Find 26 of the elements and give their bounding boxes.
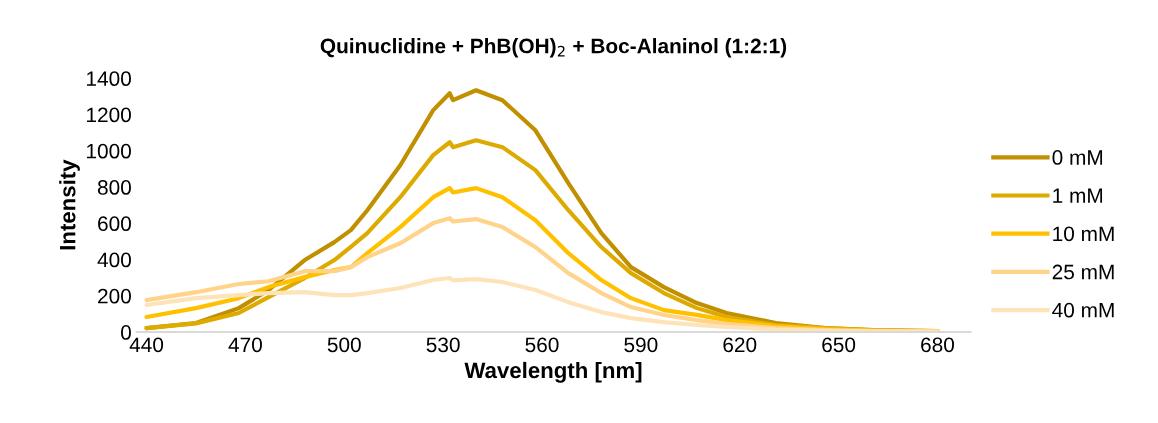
legend-label: 25 mM bbox=[1052, 264, 1114, 280]
y-axis-title: Intensity bbox=[59, 159, 80, 250]
y-tick-label: 200 bbox=[98, 288, 131, 304]
y-tick-label: 1000 bbox=[87, 143, 131, 159]
y-tick-label: 800 bbox=[97, 180, 131, 195]
y-tick-label: 600 bbox=[98, 216, 131, 232]
x-tick-label: 590 bbox=[624, 337, 658, 353]
legend-label: 0 mM bbox=[1052, 150, 1103, 165]
y-tick-label: 400 bbox=[97, 252, 131, 268]
legend-label: 40 mM bbox=[1052, 302, 1114, 318]
line-series bbox=[144, 275, 940, 333]
x-tick-label: 650 bbox=[822, 337, 856, 353]
x-tick-label: 680 bbox=[921, 337, 955, 353]
x-axis-title: Wavelength [nm] bbox=[464, 361, 642, 383]
y-tick-label: 1200 bbox=[87, 107, 131, 123]
y-tick-label: 1400 bbox=[87, 71, 131, 87]
y-tick-label: 0 bbox=[121, 325, 131, 340]
x-tick-label: 500 bbox=[327, 337, 361, 353]
legend-label: 1 mM bbox=[1053, 188, 1103, 203]
x-tick-label: 440 bbox=[129, 337, 164, 353]
x-tick-label: 470 bbox=[228, 337, 262, 353]
x-tick-label: 620 bbox=[723, 337, 757, 353]
legend-label: 10 mM bbox=[1053, 226, 1114, 242]
x-tick-label: 530 bbox=[426, 337, 460, 353]
chart-title: Quinuclidine + PhB(OH)$_{2}$ + Boc-Alaninol (1:2:1) bbox=[320, 38, 787, 58]
x-tick-label: 560 bbox=[525, 337, 559, 353]
